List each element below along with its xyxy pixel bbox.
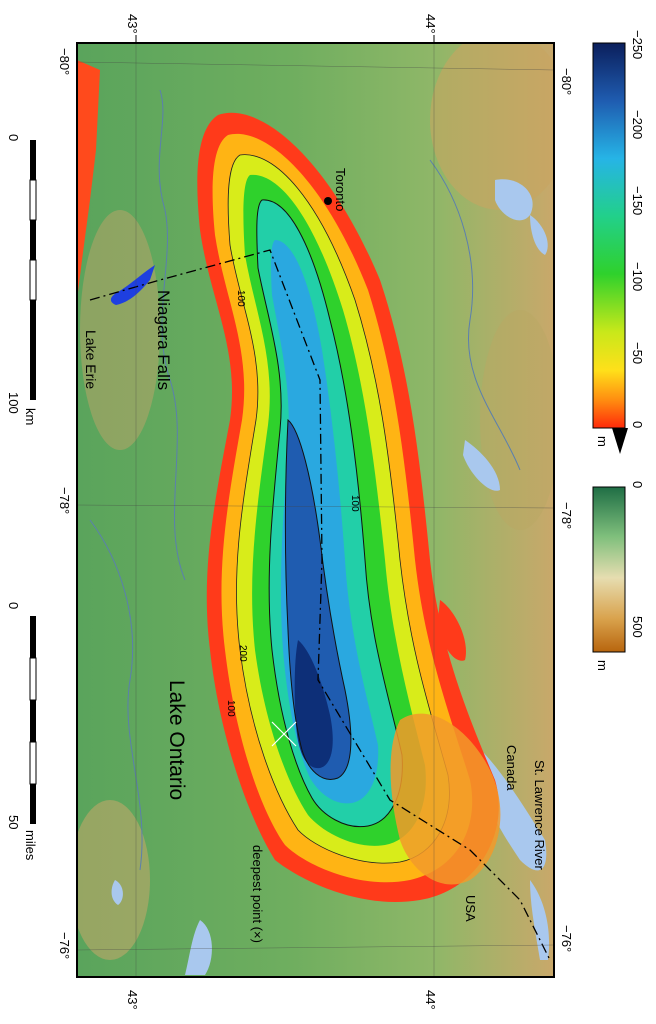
contour-line bbox=[227, 154, 450, 864]
highland-patch bbox=[430, 43, 554, 210]
lon-tick-mid-left: −78° bbox=[57, 487, 72, 514]
scale-miles-fifty: 50 bbox=[6, 815, 21, 829]
scale-km-unit: km bbox=[23, 408, 38, 425]
scale-km-zero: 0 bbox=[6, 134, 21, 141]
lat-tick-north-top: 44° bbox=[423, 14, 438, 34]
depth-colorbar: −250 −200 −150 −100 −50 0 m bbox=[592, 30, 645, 454]
label-st-lawrence-river: St. Lawrence River bbox=[532, 760, 547, 870]
depth-colorbar-ramp bbox=[592, 42, 626, 429]
label-niagara-falls: Niagara Falls bbox=[154, 290, 173, 390]
lon-tick-east-right: −76° bbox=[559, 925, 574, 952]
inland-lake bbox=[530, 215, 548, 255]
latitude-ticks-bottom: 43° 44° bbox=[125, 990, 438, 1010]
lon-tick-east-left: −76° bbox=[57, 932, 72, 959]
label-canada: Canada bbox=[504, 745, 519, 791]
lat-tick-north-bottom: 44° bbox=[423, 990, 438, 1010]
international-border bbox=[89, 249, 551, 961]
scale-bar-miles: 0 50 miles bbox=[6, 602, 38, 861]
river-line bbox=[429, 159, 521, 471]
longitude-ticks-left: −80° −78° −76° bbox=[57, 48, 72, 959]
toronto-marker bbox=[324, 197, 332, 205]
scale-segment bbox=[29, 741, 37, 785]
scale-segment bbox=[29, 259, 37, 301]
highland-patch bbox=[80, 210, 160, 450]
depth-colorbar-unit: m bbox=[595, 436, 610, 447]
niagara-river bbox=[110, 265, 155, 305]
depth-tick-200: −200 bbox=[630, 110, 645, 139]
contour-label: 100 bbox=[235, 290, 246, 307]
elevation-colorbar: 0 500 m bbox=[592, 481, 645, 671]
st-lawrence-river-water bbox=[530, 880, 550, 960]
map-area bbox=[77, 43, 554, 977]
longitude-ticks-right: −80° −78° −76° bbox=[559, 68, 574, 952]
grid-line bbox=[77, 504, 554, 509]
scale-segment bbox=[30, 784, 36, 824]
map-labels: Toronto Niagara Falls Lake Erie Lake Ont… bbox=[83, 168, 547, 943]
label-lake-erie: Lake Erie bbox=[83, 330, 99, 389]
depth-band-deepest bbox=[294, 640, 333, 769]
river-line bbox=[158, 89, 186, 581]
label-toronto: Toronto bbox=[333, 168, 348, 211]
contour-label: 100 bbox=[225, 700, 236, 717]
scale-miles-unit: miles bbox=[23, 830, 38, 861]
label-lake-ontario: Lake Ontario bbox=[165, 680, 188, 800]
scale-segment bbox=[30, 300, 36, 400]
scale-segment bbox=[30, 220, 36, 260]
scale-segment bbox=[30, 616, 36, 658]
inland-lake bbox=[185, 920, 212, 975]
shore-inlet bbox=[438, 600, 466, 661]
lake-erie-shore bbox=[77, 60, 100, 300]
scale-bar-km: 0 100 km bbox=[6, 134, 38, 425]
lat-tick-south-top: 43° bbox=[125, 14, 140, 34]
grid-line bbox=[77, 944, 554, 951]
latitude-ticks-top: 43° 44° bbox=[125, 14, 438, 43]
depth-tick-250: −250 bbox=[630, 30, 645, 59]
scale-segment bbox=[30, 700, 36, 742]
scale-miles-zero: 0 bbox=[6, 602, 21, 609]
contour-label: 200 bbox=[237, 645, 248, 662]
elev-tick-500: 500 bbox=[630, 616, 645, 638]
lake-ontario-bathymetry bbox=[197, 112, 499, 902]
label-usa: USA bbox=[463, 895, 478, 922]
depth-tick-100: −100 bbox=[630, 262, 645, 291]
lat-tick-south-bottom: 43° bbox=[125, 990, 140, 1010]
highland-patch bbox=[480, 310, 554, 530]
elev-colorbar-unit: m bbox=[595, 660, 610, 671]
elevation-colorbar-ramp bbox=[592, 486, 626, 653]
inland-lake bbox=[463, 440, 500, 491]
contour-line-100 bbox=[256, 199, 403, 828]
depth-tick-150: −150 bbox=[630, 186, 645, 215]
eastern-shallows bbox=[390, 713, 501, 885]
river-line bbox=[89, 519, 143, 871]
lon-tick-west-right: −80° bbox=[559, 68, 574, 95]
elev-tick-0: 0 bbox=[630, 481, 645, 488]
map-frame bbox=[76, 42, 555, 978]
contour-line-200 bbox=[284, 418, 352, 780]
scale-segment bbox=[30, 140, 36, 180]
lon-tick-mid-right: −78° bbox=[559, 502, 574, 529]
grid-line bbox=[77, 61, 554, 71]
contour-label: 100 bbox=[349, 495, 360, 512]
deepest-point-marker bbox=[271, 721, 297, 747]
scale-km-hundred: 100 bbox=[6, 392, 21, 414]
label-deepest-point: deepest point (×) bbox=[250, 845, 265, 943]
lon-tick-west-left: −80° bbox=[57, 48, 72, 75]
inland-lake bbox=[495, 179, 533, 221]
depth-tick-50: −50 bbox=[630, 342, 645, 364]
depth-tick-0: 0 bbox=[630, 421, 645, 428]
depth-colorbar-arrow bbox=[612, 428, 628, 454]
inland-lake bbox=[111, 880, 123, 905]
scale-segment bbox=[29, 657, 37, 701]
scale-segment bbox=[29, 179, 37, 221]
highland-patch bbox=[77, 800, 150, 960]
